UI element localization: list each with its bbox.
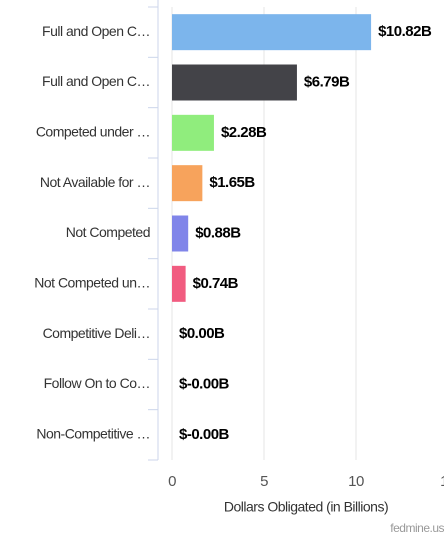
bar [172,215,189,252]
x-tick-label: 5 [260,473,268,490]
y-tick-label: Follow On to Co… [44,375,150,391]
data-label: $10.82B [378,23,432,40]
data-label: $-0.00B [179,426,230,443]
data-label: $1.65B [209,174,255,191]
bar [172,165,203,202]
y-tick-label: Not Competed un… [34,275,150,291]
x-tick-label: 10 [348,473,364,490]
data-label: $-0.00B [179,375,230,392]
bar [172,64,297,101]
y-tick-label: Non-Competitive … [36,426,150,442]
bar [172,114,214,151]
data-label: $0.74B [193,275,239,292]
y-tick-label: Full and Open C… [42,23,150,39]
y-tick-label: Competed under … [36,124,150,140]
data-label: $0.00B [179,325,225,342]
bar [172,14,372,51]
data-label: $6.79B [304,73,350,90]
y-tick-label: Full and Open C… [42,73,150,89]
data-label: $0.88B [195,224,241,241]
credit: fedmine.us [390,521,444,535]
y-tick-label: Not Available for … [40,174,150,190]
x-axis-title: Dollars Obligated (in Billions) [224,499,388,515]
x-tick-label: 15 [440,473,444,490]
y-tick-label: Not Competed [66,224,150,240]
x-tick-label: 0 [168,473,176,490]
y-tick-label: Competitive Deli… [43,325,150,341]
data-label: $2.28B [221,124,267,141]
bar [172,265,186,302]
